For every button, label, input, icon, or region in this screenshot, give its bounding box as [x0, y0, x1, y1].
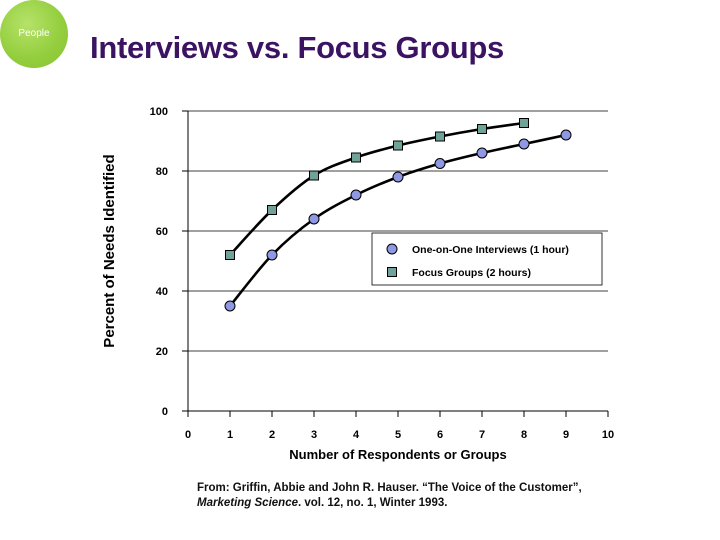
x-tick-label: 9	[563, 429, 569, 441]
citation-line-2: . vol. 12, no. 1, Winter 1993.	[297, 497, 448, 509]
data-point-focus-groups	[351, 152, 361, 163]
data-point-interviews	[476, 147, 488, 159]
y-tick-label: 60	[156, 226, 168, 238]
data-point-interviews	[392, 171, 404, 183]
data-point-interviews	[350, 189, 362, 201]
x-tick-label: 7	[479, 429, 485, 441]
x-tick-label: 4	[353, 429, 360, 441]
x-tick-label: 10	[602, 429, 614, 441]
data-point-focus-groups	[225, 250, 235, 260]
data-point-interviews	[518, 138, 530, 150]
data-point-focus-groups	[267, 205, 277, 215]
x-tick-label: 3	[311, 429, 317, 441]
y-tick-label: 0	[162, 406, 168, 418]
data-point-focus-groups	[393, 140, 403, 151]
badge-label: People	[18, 28, 50, 39]
x-tick-label: 5	[395, 429, 401, 441]
legend-label: Focus Groups (2 hours)	[412, 267, 531, 279]
y-tick-label: 100	[150, 106, 168, 118]
data-point-interviews	[266, 249, 278, 261]
data-point-interviews	[308, 213, 320, 225]
legend-marker-focus-groups	[387, 267, 397, 277]
data-point-focus-groups	[519, 118, 529, 128]
data-point-focus-groups	[477, 124, 487, 134]
y-tick-label: 80	[156, 166, 168, 178]
data-point-focus-groups	[435, 131, 445, 142]
legend-marker-interviews	[386, 243, 398, 255]
x-tick-label: 1	[227, 429, 233, 441]
x-tick-label: 6	[437, 429, 443, 441]
line-chart: 0 20 40 60 80 100 0 1 2 3 4 5 6 7 8 9 10 Number of Respon…	[101, 106, 614, 462]
x-tick-label: 2	[269, 429, 275, 441]
legend-label: One-on-One Interviews (1 hour)	[412, 244, 569, 256]
citation: From: Griffin, Abbie and John R. Hauser.…	[197, 481, 582, 511]
data-point-interviews	[560, 129, 572, 141]
citation-journal: Marketing Science	[197, 497, 298, 509]
y-tick-label: 40	[156, 286, 168, 298]
y-tick-label: 20	[156, 346, 168, 358]
y-axis-label: Percent of Needs Identified	[101, 154, 118, 347]
people-badge: People	[0, 0, 68, 68]
legend-box	[371, 232, 603, 286]
slide-title: Interviews vs. Focus Groups	[90, 30, 504, 65]
data-point-focus-groups	[309, 170, 319, 181]
data-point-interviews	[434, 158, 446, 169]
x-axis-label: Number of Respondents or Groups	[289, 447, 506, 462]
x-tick-label: 0	[185, 429, 191, 441]
data-point-interviews	[224, 300, 236, 312]
x-tick-label: 8	[521, 429, 527, 441]
citation-line-1: From: Griffin, Abbie and John R. Hauser.…	[197, 482, 582, 494]
